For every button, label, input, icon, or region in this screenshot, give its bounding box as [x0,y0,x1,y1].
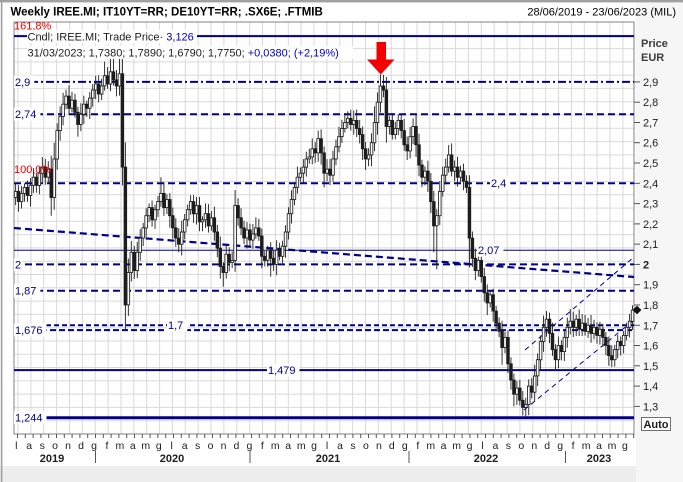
svg-text:a: a [337,440,343,452]
svg-text:Auto: Auto [643,419,668,431]
svg-text:g: g [156,440,162,452]
svg-text:1,4: 1,4 [643,381,658,393]
svg-text:m: m [116,440,125,452]
svg-text:2,7: 2,7 [643,118,658,130]
svg-text:m: m [582,440,591,452]
svg-text:a: a [182,440,188,452]
svg-text:a: a [441,440,447,452]
svg-text:g: g [467,440,473,452]
svg-text:2,4: 2,4 [643,178,658,190]
svg-text:a: a [130,440,136,452]
svg-text:m: m [297,440,306,452]
svg-text:2,8: 2,8 [643,97,658,109]
svg-text:a: a [492,440,498,452]
svg-text:1,676: 1,676 [15,325,43,337]
svg-text:d: d [544,440,550,452]
svg-text:s: s [350,440,355,452]
svg-text:1,244: 1,244 [15,413,43,425]
svg-text:28/06/2019 - 23/06/2023 (MIL): 28/06/2019 - 23/06/2023 (MIL) [527,7,676,19]
svg-text:Price: Price [641,38,668,50]
svg-text:1,87: 1,87 [15,286,36,298]
svg-text:1,6: 1,6 [643,341,658,353]
svg-text:2,1: 2,1 [643,239,658,251]
svg-text:g: g [246,440,252,452]
svg-text:1,479: 1,479 [268,365,296,377]
svg-text:EUR: EUR [641,52,664,64]
svg-text:n: n [65,440,71,452]
svg-text:2,5: 2,5 [643,158,658,170]
svg-text:2022: 2022 [474,453,498,465]
svg-text:1,9: 1,9 [643,280,658,292]
svg-text:f: f [261,440,264,452]
svg-text:l: l [15,440,17,452]
svg-text:s: s [195,440,200,452]
svg-text:2023: 2023 [587,453,611,465]
svg-text:m: m [271,440,280,452]
svg-text:2,3: 2,3 [643,199,658,211]
svg-text:d: d [389,440,395,452]
svg-text:g: g [91,440,97,452]
svg-text:m: m [452,440,461,452]
svg-text:2,6: 2,6 [643,138,658,150]
svg-text:2: 2 [643,259,649,271]
svg-text:g: g [557,440,563,452]
svg-text:o: o [208,440,214,452]
svg-text:s: s [40,440,45,452]
svg-text:l: l [171,440,173,452]
svg-text:n: n [221,440,227,452]
svg-text:2021: 2021 [316,453,340,465]
svg-text:f: f [416,440,419,452]
svg-text:2,9: 2,9 [643,77,658,89]
svg-text:d: d [78,440,84,452]
svg-text:g: g [311,440,317,452]
svg-text:2,07: 2,07 [478,245,499,257]
svg-text:s: s [506,440,511,452]
svg-text:a: a [596,440,602,452]
svg-text:100,0%: 100,0% [14,164,52,176]
svg-text:Cndl; IREE.MI; Trade Price· 3,: Cndl; IREE.MI; Trade Price· 3,126 [28,32,194,44]
svg-text:1,7: 1,7 [168,320,183,332]
svg-text:2,74: 2,74 [15,109,36,121]
svg-text:1,3: 1,3 [643,401,658,413]
svg-text:n: n [376,440,382,452]
svg-text:31/03/2023; 1,7380; 1,7890; 1,: 31/03/2023; 1,7380; 1,7890; 1,6790; 1,77… [28,48,339,60]
svg-text:2020: 2020 [160,453,184,465]
svg-text:l: l [326,440,328,452]
svg-text:161,8%: 161,8% [14,21,52,33]
svg-text:1,5: 1,5 [643,361,658,373]
svg-text:1,8: 1,8 [643,300,658,312]
svg-text:o: o [52,440,58,452]
svg-text:g: g [622,440,628,452]
svg-text:m: m [608,440,617,452]
svg-text:a: a [285,440,291,452]
svg-text:o: o [363,440,369,452]
svg-text:1,7: 1,7 [643,320,658,332]
svg-text:2019: 2019 [40,453,64,465]
svg-text:o: o [518,440,524,452]
svg-text:Weekly IREE.MI; IT10YT=RR; DE1: Weekly IREE.MI; IT10YT=RR; DE10YT=RR; .S… [11,7,323,19]
svg-text:2: 2 [15,259,21,271]
svg-text:2,2: 2,2 [643,219,658,231]
svg-text:m: m [141,440,150,452]
svg-text:m: m [426,440,435,452]
svg-text:l: l [481,440,483,452]
svg-text:n: n [531,440,537,452]
svg-text:g: g [402,440,408,452]
svg-text:d: d [233,440,239,452]
svg-text:2,4: 2,4 [491,178,506,190]
svg-text:2,9: 2,9 [15,77,30,89]
svg-text:a: a [26,440,32,452]
svg-text:f: f [105,440,108,452]
svg-text:f: f [572,440,575,452]
